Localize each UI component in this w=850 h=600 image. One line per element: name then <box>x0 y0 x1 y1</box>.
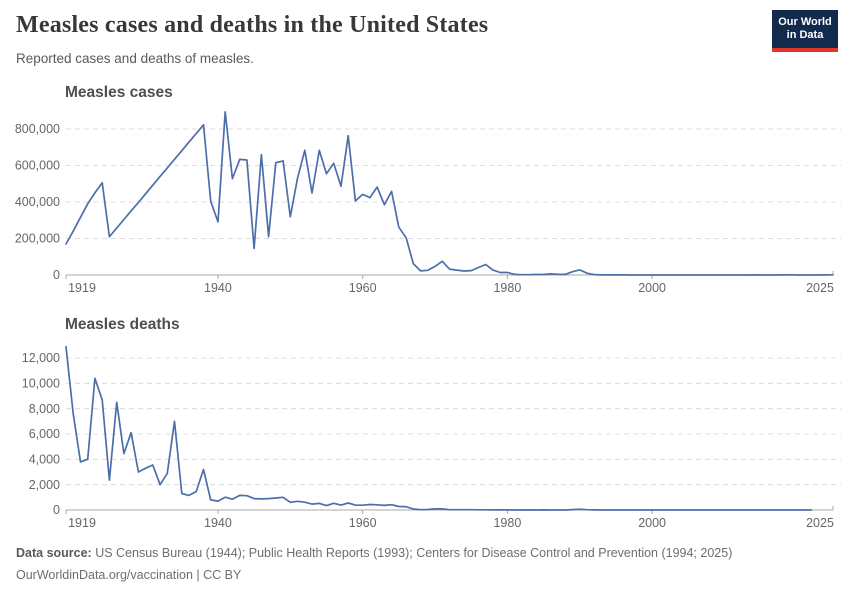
y-tick-label: 4,000 <box>29 453 60 467</box>
x-tick-label: 1940 <box>204 281 232 295</box>
y-tick-label: 800,000 <box>15 122 60 136</box>
measles-deaths-line-chart: 0 2,000 4,000 6,000 8,000 10,000 12,000 1919 194… <box>22 345 841 530</box>
y-tick-label: 10,000 <box>22 377 60 391</box>
measles-deaths-line <box>65 345 813 511</box>
x-tick-label: 1940 <box>204 516 232 530</box>
x-tick-label: 1919 <box>68 516 96 530</box>
x-tick-label: 2025 <box>806 281 834 295</box>
y-tick-label: 6,000 <box>29 427 60 441</box>
x-tick-label: 1919 <box>68 281 96 295</box>
measles-cases-line <box>65 110 834 276</box>
deaths-chart-title: Measles deaths <box>65 316 180 333</box>
cases-chart-title: Measles cases <box>65 84 173 101</box>
x-tick-label: 2000 <box>638 281 666 295</box>
x-tick-label: 2025 <box>806 516 834 530</box>
y-tick-label: 8,000 <box>29 402 60 416</box>
y-tick-label: 2,000 <box>29 478 60 492</box>
owid-logo-text-line1: Our World <box>778 16 832 28</box>
y-tick-label: 0 <box>53 503 60 517</box>
y-tick-label: 12,000 <box>22 351 60 365</box>
chart-subtitle: Reported cases and deaths of measles. <box>16 51 254 66</box>
y-tick-label: 400,000 <box>15 195 60 209</box>
measles-cases-line-chart: 0 200,000 400,000 600,000 800,000 1919 1940 196… <box>15 110 841 295</box>
x-tick-label: 1960 <box>349 281 377 295</box>
x-tick-label: 1980 <box>493 516 521 530</box>
attribution-note: OurWorldinData.org/vaccination | CC BY <box>16 568 242 582</box>
data-source-note: Data source: US Census Bureau (1944); Pu… <box>16 546 732 560</box>
owid-logo-background: Our World in Data <box>772 10 838 48</box>
y-tick-label: 0 <box>53 268 60 282</box>
data-source-label: Data source: <box>16 546 92 560</box>
y-tick-label: 200,000 <box>15 232 60 246</box>
owid-logo-accent-strip <box>772 48 838 52</box>
x-tick-label: 1960 <box>349 516 377 530</box>
x-tick-label: 1980 <box>493 281 521 295</box>
data-source-text: US Census Bureau (1944); Public Health R… <box>91 546 733 560</box>
y-tick-label: 600,000 <box>15 159 60 173</box>
page-title: Measles cases and deaths in the United S… <box>16 12 489 38</box>
owid-logo-text-line2: in Data <box>786 29 824 41</box>
x-tick-label: 2000 <box>638 516 666 530</box>
owid-logo[interactable]: Our World in Data <box>772 10 838 52</box>
